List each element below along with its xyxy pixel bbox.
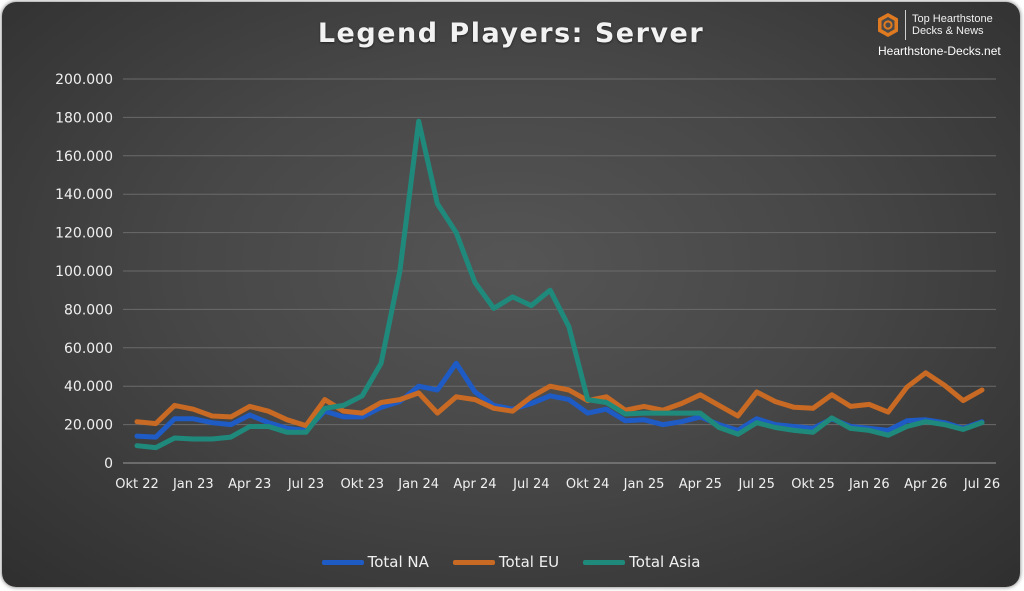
series-line-total-eu[interactable] xyxy=(134,370,985,429)
legend-item[interactable]: Total EU xyxy=(452,553,560,571)
brand-site-url[interactable]: Hearthstone-Decks.net xyxy=(878,44,1001,58)
chart-title: Legend Players: Server xyxy=(317,18,705,49)
x-tick-label: Apr 26 xyxy=(904,477,947,492)
y-tick-label: 0 xyxy=(104,456,113,472)
brand-tagline-1: Top Hearthstone xyxy=(912,13,993,25)
y-tick-label: 120.000 xyxy=(55,226,113,242)
y-tick-label: 200.000 xyxy=(55,72,113,88)
legend-label: Total NA xyxy=(367,553,429,571)
x-tick-label: Okt 23 xyxy=(341,477,385,492)
x-tick-label: Jan 25 xyxy=(623,477,665,492)
brand-divider xyxy=(905,10,906,40)
chart-legend: Total NA Total EU Total Asia xyxy=(2,553,1020,571)
x-tick-label: Jul 24 xyxy=(512,477,549,492)
y-tick-label: 180.000 xyxy=(55,110,113,126)
x-tick-label: Okt 25 xyxy=(791,477,835,492)
legend-label: Total Asia xyxy=(629,553,701,571)
legend-item[interactable]: Total NA xyxy=(321,553,429,571)
x-tick-label: Okt 22 xyxy=(115,477,159,492)
hearthstone-logo-icon xyxy=(878,13,898,37)
x-tick-label: Jul 23 xyxy=(287,477,324,492)
y-tick-label: 40.000 xyxy=(64,379,113,395)
x-tick-label: Jan 26 xyxy=(848,477,890,492)
x-tick-label: Jan 24 xyxy=(397,477,439,492)
series-line-total-asia[interactable] xyxy=(134,118,985,451)
y-tick-label: 100.000 xyxy=(55,264,113,280)
legend-swatch xyxy=(321,559,364,565)
x-tick-label: Apr 25 xyxy=(679,477,722,492)
brand-tagline-2: Decks & News xyxy=(912,25,984,37)
x-tick-label: Apr 23 xyxy=(228,477,271,492)
y-tick-label: 60.000 xyxy=(64,341,113,357)
y-tick-label: 80.000 xyxy=(64,302,113,318)
y-tick-label: 20.000 xyxy=(64,418,113,434)
x-tick-label: Okt 24 xyxy=(566,477,610,492)
legend-swatch xyxy=(583,559,626,565)
legend-swatch xyxy=(452,559,495,565)
y-tick-label: 160.000 xyxy=(55,149,113,165)
legend-item[interactable]: Total Asia xyxy=(583,553,700,571)
x-tick-label: Jul 26 xyxy=(963,477,1000,492)
x-tick-label: Jan 23 xyxy=(172,477,214,492)
x-tick-label: Jul 25 xyxy=(737,477,774,492)
y-tick-label: 140.000 xyxy=(55,187,113,203)
x-tick-label: Apr 24 xyxy=(453,477,496,492)
legend-label: Total EU xyxy=(498,553,560,571)
brand-logo-block[interactable]: Top Hearthstone Decks & News Hearthstone… xyxy=(876,8,1016,62)
